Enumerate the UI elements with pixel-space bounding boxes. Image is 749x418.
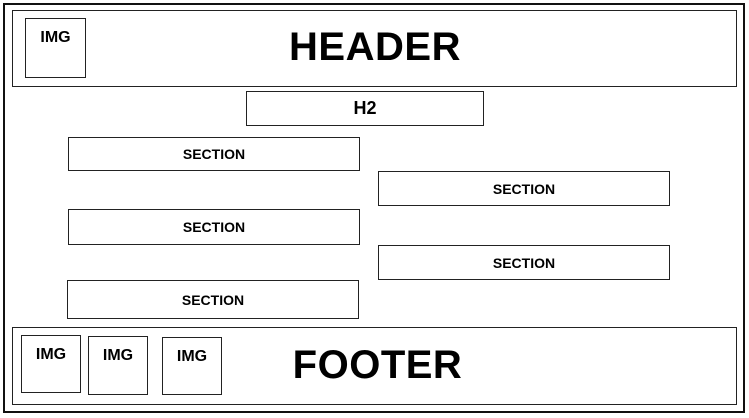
section-label: SECTION	[492, 180, 556, 197]
footer-title: FOOTER	[210, 340, 545, 390]
footer-image-placeholder-3: IMG	[162, 337, 222, 395]
header-image-label: IMG	[40, 29, 71, 46]
footer-title-text: FOOTER	[292, 342, 463, 387]
section-box-2: SECTION	[378, 171, 670, 206]
header-image-placeholder: IMG	[25, 18, 86, 78]
h2-box: H2	[246, 91, 484, 126]
header-title-text: HEADER	[289, 24, 461, 69]
section-box-4: SECTION	[378, 245, 670, 280]
footer-image-label: IMG	[35, 346, 67, 363]
page-wireframe	[3, 3, 745, 413]
section-label: SECTION	[182, 219, 246, 235]
section-label: SECTION	[182, 146, 246, 162]
h2-label: H2	[353, 98, 377, 118]
section-box-3: SECTION	[68, 209, 360, 245]
header-title: HEADER	[200, 22, 550, 72]
footer-image-placeholder-1: IMG	[21, 335, 81, 393]
section-box-5: SECTION	[67, 280, 359, 319]
footer-image-label: IMG	[176, 348, 208, 365]
footer-image-label: IMG	[102, 347, 134, 364]
section-label: SECTION	[492, 254, 556, 271]
section-label: SECTION	[181, 291, 245, 308]
section-box-1: SECTION	[68, 137, 360, 171]
footer-image-placeholder-2: IMG	[88, 336, 148, 395]
header-region	[12, 10, 737, 87]
